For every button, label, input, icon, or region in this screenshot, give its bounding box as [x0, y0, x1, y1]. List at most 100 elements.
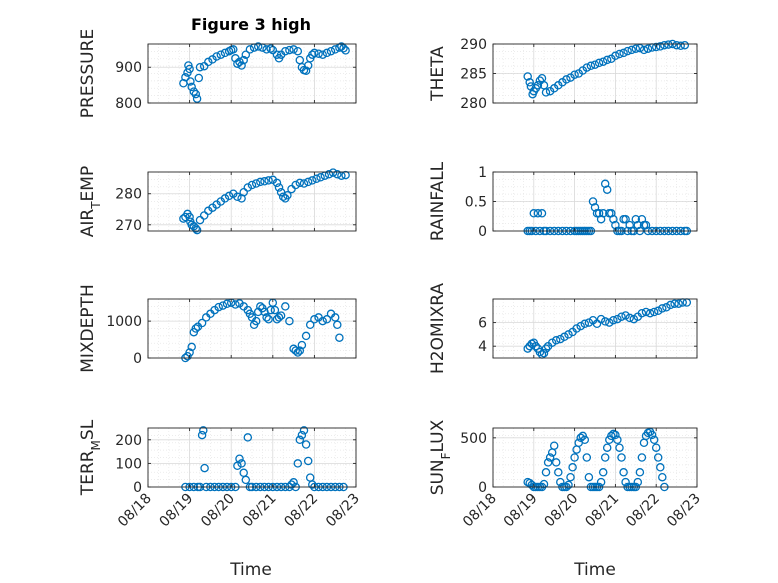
- data-point: [607, 209, 616, 218]
- data-point: [633, 477, 643, 487]
- data-point: [613, 314, 622, 324]
- data-point: [564, 480, 573, 490]
- y-tick-label: 6: [478, 316, 487, 332]
- data-point: [637, 214, 647, 224]
- data-point: [590, 60, 600, 69]
- y-axis-label: RAINFALL: [428, 161, 448, 241]
- data-point: [316, 173, 325, 182]
- data-point: [212, 52, 221, 61]
- data-point: [602, 443, 612, 452]
- data-point: [256, 177, 265, 187]
- x-tick-label: 08/21: [240, 491, 280, 531]
- data-point: [235, 454, 244, 463]
- data-point: [191, 89, 201, 99]
- data-point: [303, 456, 313, 466]
- data-point: [643, 44, 653, 53]
- data-point: [181, 73, 190, 82]
- data-point: [598, 468, 608, 477]
- data-point: [299, 426, 309, 435]
- data-point: [549, 441, 559, 450]
- data-point: [333, 169, 342, 179]
- data-point: [218, 301, 228, 310]
- data-point: [197, 318, 207, 328]
- data-markers: [523, 39, 690, 99]
- data-point: [241, 50, 251, 59]
- data-point: [576, 433, 585, 443]
- data-point: [594, 58, 604, 68]
- data-point: [192, 225, 202, 235]
- data-point: [245, 45, 255, 54]
- data-point: [272, 178, 282, 188]
- data-point: [297, 430, 307, 440]
- data-point: [276, 311, 286, 320]
- data-point: [326, 46, 336, 56]
- data-point: [598, 57, 608, 66]
- data-point: [562, 75, 571, 84]
- subplot-5: 0 1000 MIXDEPTH: [78, 284, 357, 373]
- data-point: [266, 44, 275, 53]
- data-markers: [179, 168, 350, 235]
- data-point: [301, 66, 311, 76]
- data-point: [680, 40, 690, 50]
- data-point: [635, 468, 645, 477]
- data-point: [264, 315, 273, 324]
- data-point: [607, 431, 616, 441]
- y-axis-label: TERRMSL: [78, 419, 103, 496]
- data-point: [594, 209, 604, 218]
- data-point: [545, 453, 555, 462]
- data-point: [653, 306, 663, 316]
- data-point: [312, 174, 321, 184]
- data-point: [251, 179, 261, 188]
- tick-marks: [147, 299, 357, 359]
- y-axis-label: AIRTEMP: [78, 166, 103, 237]
- data-point: [195, 62, 205, 72]
- tick-marks: [147, 44, 357, 104]
- y-axis-label: THETA: [428, 46, 448, 102]
- data-point: [582, 453, 592, 462]
- data-point: [576, 321, 585, 331]
- data-point: [584, 318, 594, 327]
- data-point: [539, 349, 549, 358]
- data-point: [270, 305, 280, 315]
- y-tick-label: 0: [478, 224, 487, 240]
- data-point: [191, 224, 201, 233]
- data-point: [533, 209, 543, 218]
- data-point: [330, 313, 340, 322]
- y-tick-label: 4: [478, 339, 487, 355]
- y-axis-label: MIXDEPTH: [78, 284, 98, 373]
- subplot-4: 0 0.5 1 RAINFALL: [428, 161, 698, 241]
- data-point: [674, 299, 683, 308]
- x-tick-label: 08/20: [542, 491, 582, 531]
- data-point: [658, 304, 667, 313]
- data-point: [531, 341, 541, 351]
- data-point: [185, 212, 194, 222]
- data-point: [189, 87, 199, 96]
- data-point: [615, 443, 624, 452]
- data-point: [281, 46, 290, 56]
- data-point: [543, 458, 553, 467]
- data-point: [289, 478, 298, 487]
- data-point: [676, 41, 685, 51]
- data-point: [243, 183, 253, 192]
- data-point: [264, 176, 273, 185]
- data-point: [239, 55, 248, 65]
- data-point: [186, 77, 195, 86]
- data-point: [253, 42, 263, 51]
- data-point: [274, 183, 284, 192]
- data-point: [556, 334, 565, 344]
- y-tick-label: 0: [133, 480, 142, 496]
- data-point: [641, 220, 651, 230]
- data-point: [237, 459, 246, 468]
- data-point: [572, 324, 581, 333]
- data-point: [285, 316, 294, 326]
- data-point: [260, 177, 269, 186]
- data-point: [204, 57, 213, 67]
- axes-frame: [147, 171, 357, 232]
- data-point: [274, 313, 284, 322]
- data-point: [651, 443, 661, 452]
- data-point: [619, 48, 628, 58]
- data-point: [554, 468, 563, 477]
- data-point: [278, 192, 288, 202]
- data-point: [333, 320, 342, 330]
- data-point: [662, 303, 671, 312]
